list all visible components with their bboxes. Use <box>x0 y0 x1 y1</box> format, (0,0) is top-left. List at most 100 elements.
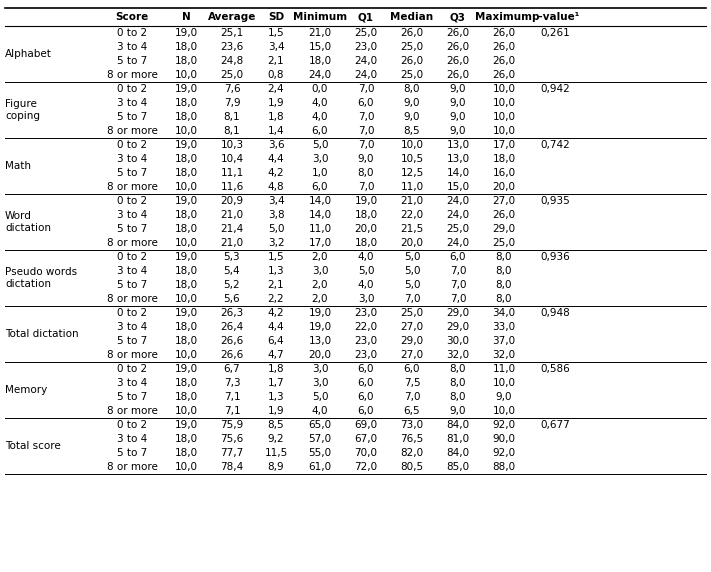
Text: 10,5: 10,5 <box>400 154 424 164</box>
Text: 25,0: 25,0 <box>447 224 469 234</box>
Text: 6,0: 6,0 <box>358 98 374 108</box>
Text: 18,0: 18,0 <box>309 56 331 66</box>
Text: 0,8: 0,8 <box>268 70 284 80</box>
Text: 3,0: 3,0 <box>311 266 328 276</box>
Text: 32,0: 32,0 <box>493 350 515 360</box>
Text: 25,0: 25,0 <box>220 70 244 80</box>
Text: 26,0: 26,0 <box>493 70 515 80</box>
Text: 7,5: 7,5 <box>404 378 420 388</box>
Text: 8 or more: 8 or more <box>107 182 157 192</box>
Text: 20,0: 20,0 <box>400 238 424 248</box>
Text: 2,4: 2,4 <box>267 84 284 94</box>
Text: 3,4: 3,4 <box>267 42 284 52</box>
Text: 10,0: 10,0 <box>174 126 198 136</box>
Text: 9,0: 9,0 <box>404 98 420 108</box>
Text: 81,0: 81,0 <box>447 434 469 444</box>
Text: 4,7: 4,7 <box>267 350 284 360</box>
Text: 8,1: 8,1 <box>224 112 240 122</box>
Text: 3,4: 3,4 <box>267 196 284 206</box>
Text: 8,0: 8,0 <box>450 364 466 374</box>
Text: 5,0: 5,0 <box>404 252 420 262</box>
Text: 24,0: 24,0 <box>447 196 469 206</box>
Text: Minimum: Minimum <box>293 12 347 22</box>
Text: 7,0: 7,0 <box>450 294 466 304</box>
Text: 14,0: 14,0 <box>447 168 469 178</box>
Text: 10,0: 10,0 <box>493 112 515 122</box>
Text: 9,0: 9,0 <box>404 112 420 122</box>
Text: 22,0: 22,0 <box>400 210 424 220</box>
Text: 20,0: 20,0 <box>355 224 378 234</box>
Text: 29,0: 29,0 <box>447 322 469 332</box>
Text: 23,0: 23,0 <box>355 42 378 52</box>
Text: 26,0: 26,0 <box>400 28 424 38</box>
Text: 10,0: 10,0 <box>174 294 198 304</box>
Text: 3 to 4: 3 to 4 <box>117 322 147 332</box>
Text: 5,0: 5,0 <box>311 392 328 402</box>
Text: 8,0: 8,0 <box>496 294 512 304</box>
Text: 0 to 2: 0 to 2 <box>117 308 147 318</box>
Text: 18,0: 18,0 <box>174 168 198 178</box>
Text: 6,7: 6,7 <box>224 364 240 374</box>
Text: 13,0: 13,0 <box>309 336 331 346</box>
Text: 1,3: 1,3 <box>267 266 284 276</box>
Text: 7,0: 7,0 <box>358 182 374 192</box>
Text: 84,0: 84,0 <box>447 420 469 430</box>
Text: 10,0: 10,0 <box>493 126 515 136</box>
Text: 5,3: 5,3 <box>224 252 240 262</box>
Text: 24,0: 24,0 <box>355 70 378 80</box>
Text: 65,0: 65,0 <box>309 420 331 430</box>
Text: 7,0: 7,0 <box>358 112 374 122</box>
Text: Score: Score <box>115 12 149 22</box>
Text: 1,5: 1,5 <box>267 28 284 38</box>
Text: 0,586: 0,586 <box>540 364 570 374</box>
Text: p-value¹: p-value¹ <box>531 12 579 22</box>
Text: 24,8: 24,8 <box>220 56 244 66</box>
Text: 27,0: 27,0 <box>400 322 424 332</box>
Text: 1,9: 1,9 <box>267 406 284 416</box>
Text: Math: Math <box>5 161 31 171</box>
Text: 19,0: 19,0 <box>174 364 198 374</box>
Text: 5 to 7: 5 to 7 <box>117 280 147 290</box>
Text: 24,0: 24,0 <box>447 238 469 248</box>
Text: 5 to 7: 5 to 7 <box>117 336 147 346</box>
Text: 5 to 7: 5 to 7 <box>117 392 147 402</box>
Text: 82,0: 82,0 <box>400 448 424 458</box>
Text: 10,0: 10,0 <box>174 238 198 248</box>
Text: 33,0: 33,0 <box>493 322 515 332</box>
Text: 0,742: 0,742 <box>540 140 570 150</box>
Text: 0 to 2: 0 to 2 <box>117 84 147 94</box>
Text: 0,936: 0,936 <box>540 252 570 262</box>
Text: 4,8: 4,8 <box>267 182 284 192</box>
Text: 21,0: 21,0 <box>400 196 424 206</box>
Text: 25,0: 25,0 <box>493 238 515 248</box>
Text: 8 or more: 8 or more <box>107 70 157 80</box>
Text: 1,5: 1,5 <box>267 252 284 262</box>
Text: 6,0: 6,0 <box>358 392 374 402</box>
Text: 7,0: 7,0 <box>404 294 420 304</box>
Text: 14,0: 14,0 <box>309 210 331 220</box>
Text: Average: Average <box>208 12 256 22</box>
Text: 18,0: 18,0 <box>174 448 198 458</box>
Text: 26,0: 26,0 <box>400 56 424 66</box>
Text: 19,0: 19,0 <box>309 308 331 318</box>
Text: 0,948: 0,948 <box>540 308 570 318</box>
Text: 9,0: 9,0 <box>450 112 466 122</box>
Text: 20,0: 20,0 <box>309 350 331 360</box>
Text: 4,4: 4,4 <box>267 154 284 164</box>
Text: 3 to 4: 3 to 4 <box>117 154 147 164</box>
Text: 2,2: 2,2 <box>267 294 284 304</box>
Text: 3,0: 3,0 <box>311 364 328 374</box>
Text: 10,0: 10,0 <box>174 462 198 472</box>
Text: 5 to 7: 5 to 7 <box>117 168 147 178</box>
Text: 5,0: 5,0 <box>358 266 374 276</box>
Text: 3 to 4: 3 to 4 <box>117 434 147 444</box>
Text: 18,0: 18,0 <box>174 322 198 332</box>
Text: 2,0: 2,0 <box>311 280 328 290</box>
Text: 8,0: 8,0 <box>450 392 466 402</box>
Text: 5 to 7: 5 to 7 <box>117 112 147 122</box>
Text: 26,3: 26,3 <box>220 308 244 318</box>
Text: 18,0: 18,0 <box>174 434 198 444</box>
Text: 25,0: 25,0 <box>400 70 424 80</box>
Text: 13,0: 13,0 <box>447 154 469 164</box>
Text: 18,0: 18,0 <box>493 154 515 164</box>
